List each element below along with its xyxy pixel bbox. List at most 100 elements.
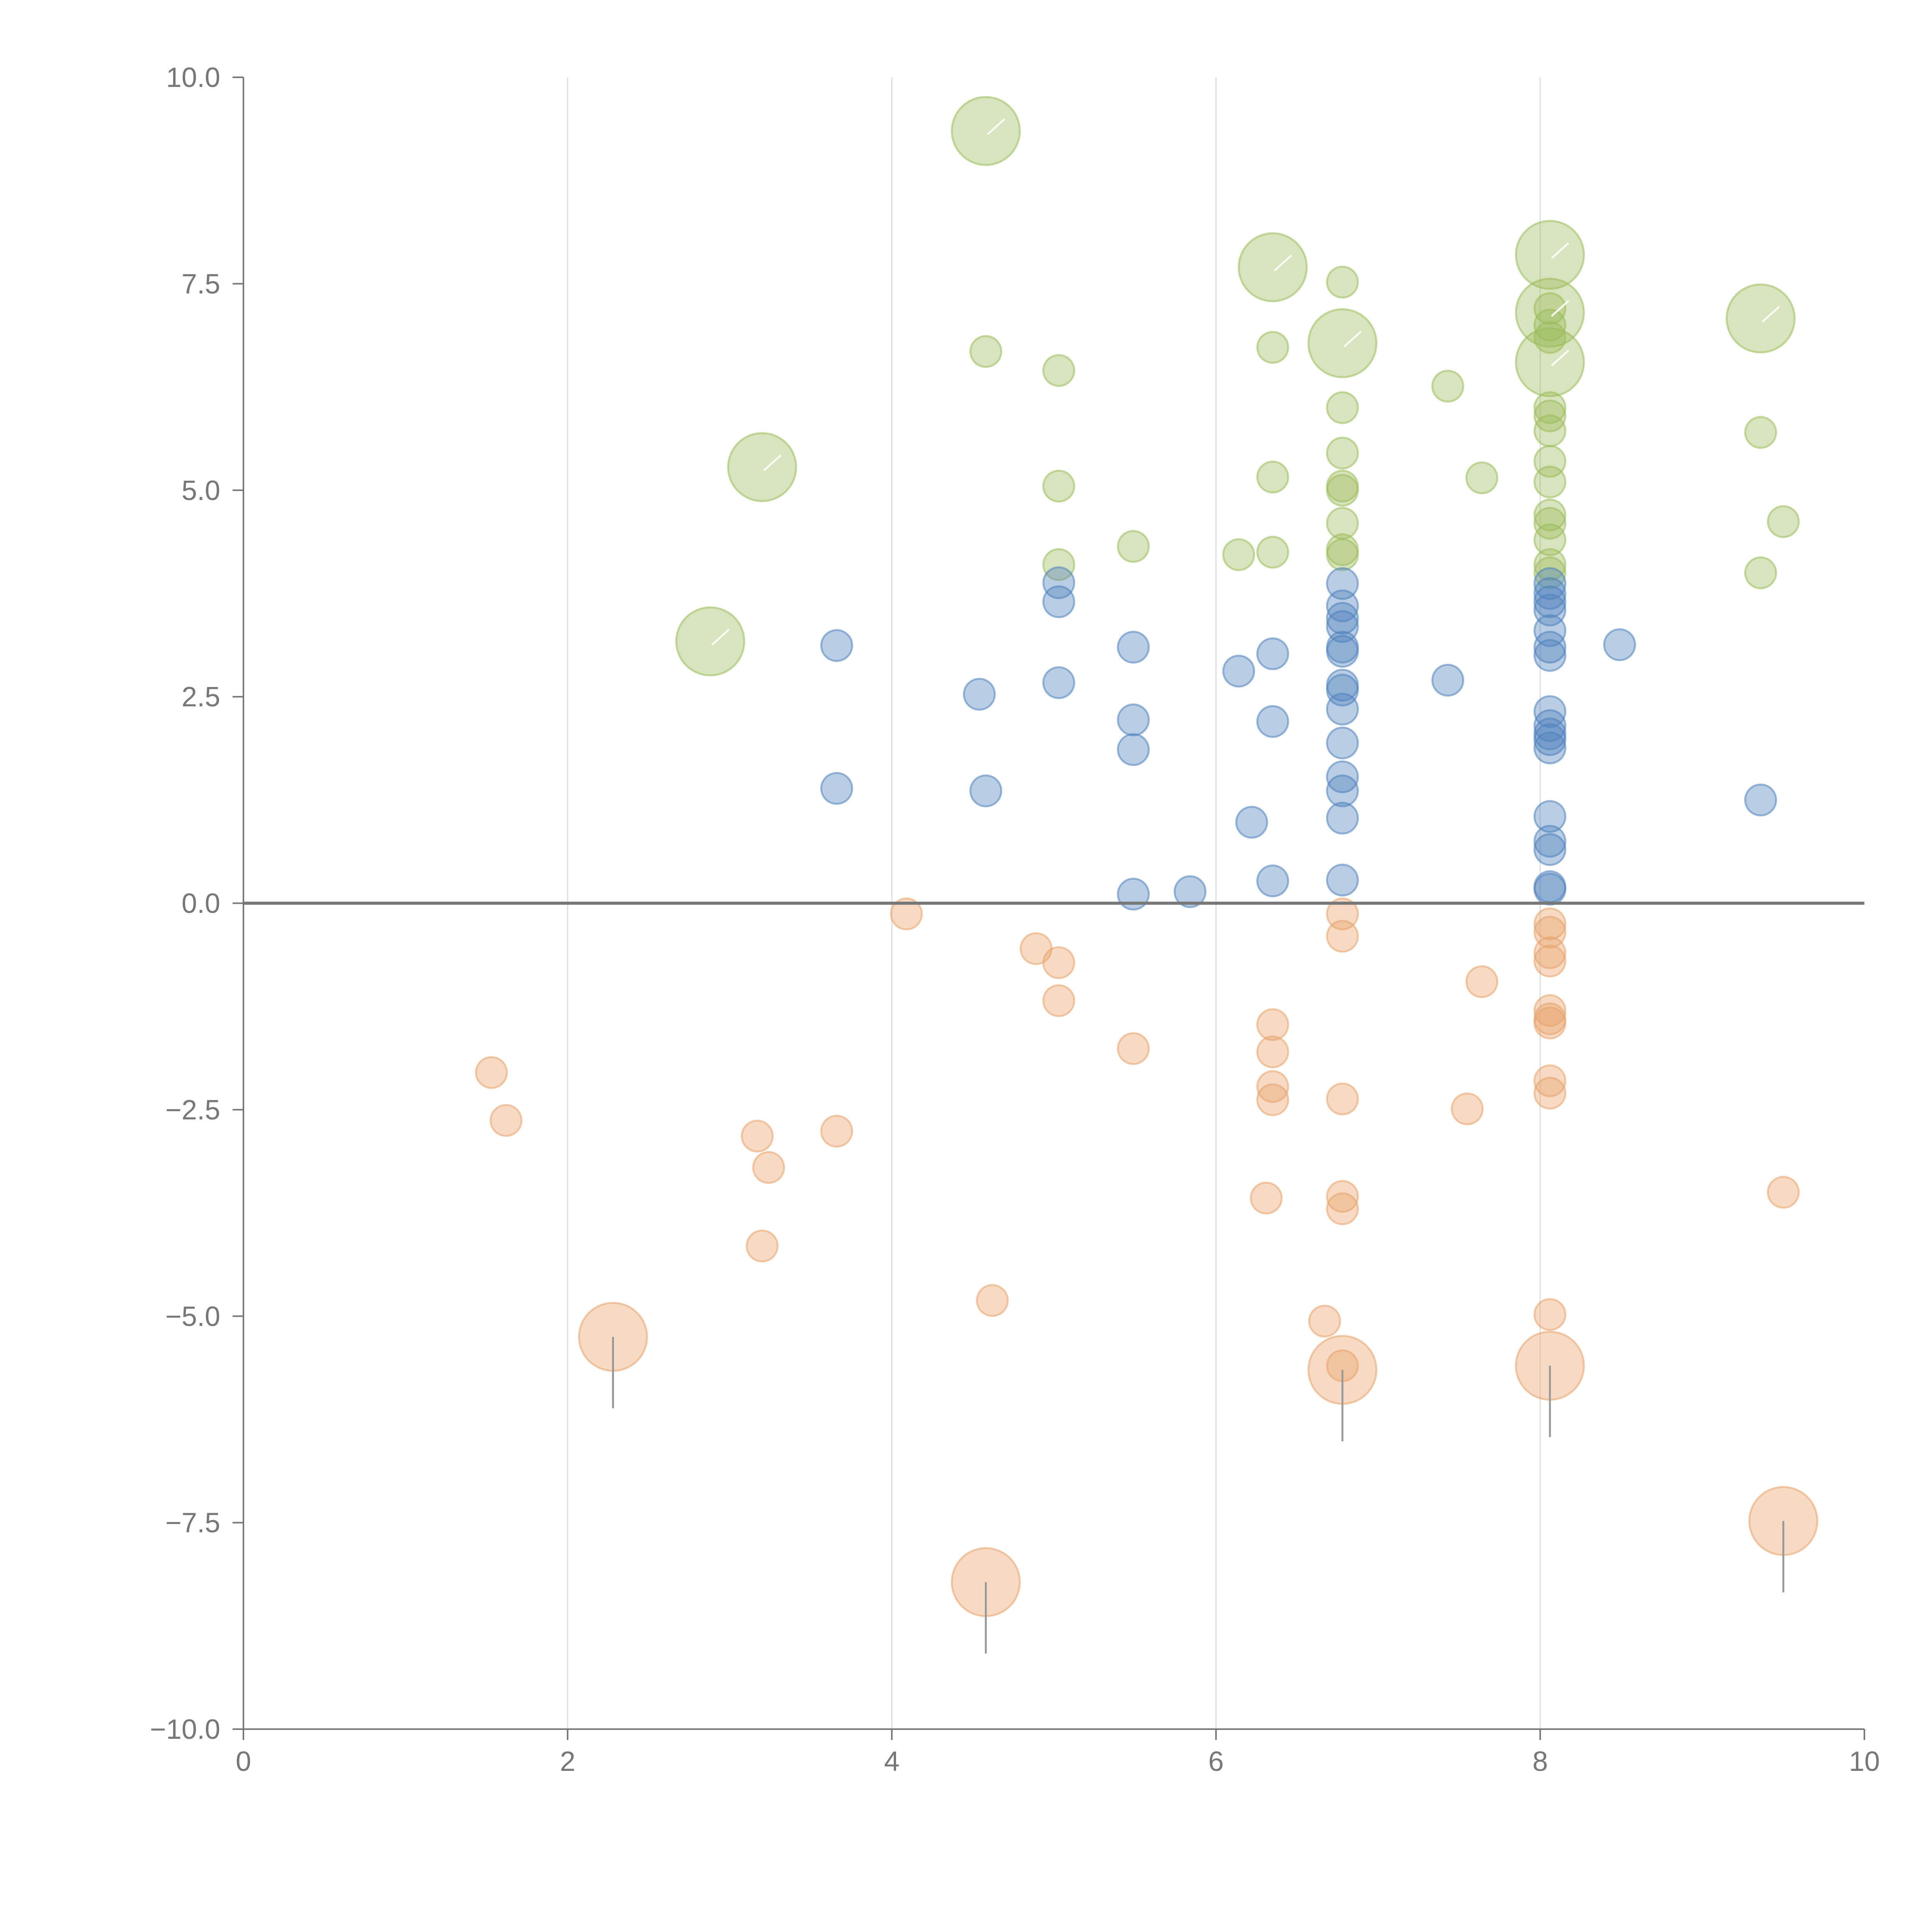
green-bubble [1465, 461, 1498, 495]
green-bubble [1767, 505, 1800, 538]
green-label-leader [1551, 300, 1570, 317]
orange-bubble [1256, 1070, 1289, 1103]
green-label-leader [1274, 254, 1292, 272]
orange-bubble [1250, 1182, 1283, 1215]
blue-bubble [1533, 872, 1566, 906]
orange-bubble [745, 1230, 779, 1263]
green-label-leader [1551, 242, 1570, 259]
orange-bubble [1533, 1077, 1566, 1110]
green-bubble [1042, 548, 1075, 581]
green-label-leader [711, 629, 730, 646]
blue-bubble [1326, 567, 1359, 600]
blue-bubble [1533, 731, 1566, 765]
blue-bubble [1326, 692, 1359, 726]
blue-bubble [1256, 705, 1289, 738]
blue-bubble [1326, 760, 1359, 793]
green-bubble [1533, 391, 1566, 424]
green-bubble [1256, 536, 1289, 569]
orange-bubble [1326, 1082, 1359, 1116]
green-bubble [727, 432, 797, 502]
green-label-leader [763, 454, 782, 471]
green-bubble [1326, 265, 1359, 299]
orange-bubble [1465, 965, 1498, 998]
blue-bubble [1117, 878, 1150, 911]
green-bubble [1326, 437, 1359, 470]
blue-bubble [1533, 695, 1566, 728]
green-bubble [1117, 530, 1150, 563]
blue-bubble [1744, 783, 1777, 816]
x-tick-label: 2 [560, 1746, 575, 1777]
green-bubble [951, 96, 1021, 166]
blue-bubble [1326, 801, 1359, 835]
green-bubble [1515, 220, 1585, 290]
orange-bubble [1533, 907, 1566, 940]
blue-bubble [1326, 635, 1359, 668]
blue-bubble [1533, 631, 1566, 664]
blue-bubble [1042, 585, 1075, 618]
green-bubble [1726, 283, 1796, 354]
blue-bubble [969, 774, 1002, 808]
green-bubble [969, 335, 1002, 368]
x-tick-label: 10 [1849, 1746, 1880, 1777]
green-bubble [1533, 292, 1566, 325]
blue-bubble [1533, 585, 1566, 618]
blue-bubble [1326, 864, 1359, 897]
green-bubble [1307, 308, 1378, 378]
orange-bubble [1533, 944, 1566, 978]
blue-bubble [1533, 800, 1566, 833]
y-tick-label: 0.0 [182, 888, 220, 919]
green-label-leader [1762, 306, 1780, 323]
orange-bubble [1308, 1304, 1341, 1338]
orange-bubble [1326, 920, 1359, 953]
blue-bubble [820, 772, 853, 805]
y-tick-label: −5.0 [165, 1301, 220, 1332]
blue-bubble [1533, 614, 1566, 647]
bubble-layer [475, 96, 1818, 1617]
blue-bubble [1533, 825, 1566, 858]
orange-bubble [1767, 1176, 1800, 1209]
orange-bubble [490, 1104, 523, 1137]
blue-bubble [1533, 639, 1566, 672]
blue-bubble [1222, 655, 1255, 688]
orange-bubble [1117, 1032, 1150, 1065]
orange-bubble [1451, 1092, 1484, 1126]
green-bubble [1533, 548, 1566, 581]
y-tick-label: 7.5 [182, 269, 220, 299]
y-tick-label: −2.5 [165, 1095, 220, 1126]
orange-bubble [1042, 946, 1075, 979]
green-bubble [1533, 321, 1566, 354]
blue-bubble [1431, 663, 1464, 697]
orange-bubble [752, 1151, 785, 1184]
orange-bubble [1533, 1298, 1566, 1331]
leader-layer [612, 118, 1784, 1654]
green-bubble [1222, 538, 1255, 571]
orange-bubble [1326, 1192, 1359, 1225]
orange-bubble [741, 1119, 774, 1153]
green-label-leader [1343, 330, 1362, 347]
orange-bubble [1533, 1006, 1566, 1039]
green-bubble [1238, 232, 1308, 303]
orange-bubble [1256, 1035, 1289, 1068]
y-tick-label: −7.5 [165, 1508, 220, 1539]
blue-bubble [1256, 637, 1289, 670]
orange-bubble [1256, 1083, 1289, 1116]
blue-bubble [1042, 566, 1075, 599]
blue-bubble [963, 678, 996, 711]
x-tick-label: 0 [236, 1746, 251, 1777]
green-bubble [1326, 391, 1359, 424]
green-bubble [1533, 414, 1566, 447]
orange-bubble [1256, 1008, 1289, 1041]
green-bubble [1256, 461, 1289, 494]
green-bubble [1042, 354, 1075, 387]
green-label-leader [1551, 349, 1570, 367]
blue-bubble [1533, 723, 1566, 756]
orange-bubble [976, 1284, 1009, 1317]
blue-bubble [1256, 864, 1289, 898]
green-bubble [1744, 416, 1777, 449]
blue-bubble [1533, 577, 1566, 610]
orange-bubble [1326, 897, 1359, 930]
y-tick-label: 2.5 [182, 682, 220, 713]
x-tick-label: 6 [1208, 1746, 1224, 1777]
green-bubble [1431, 369, 1464, 403]
blue-bubble [1173, 875, 1207, 908]
